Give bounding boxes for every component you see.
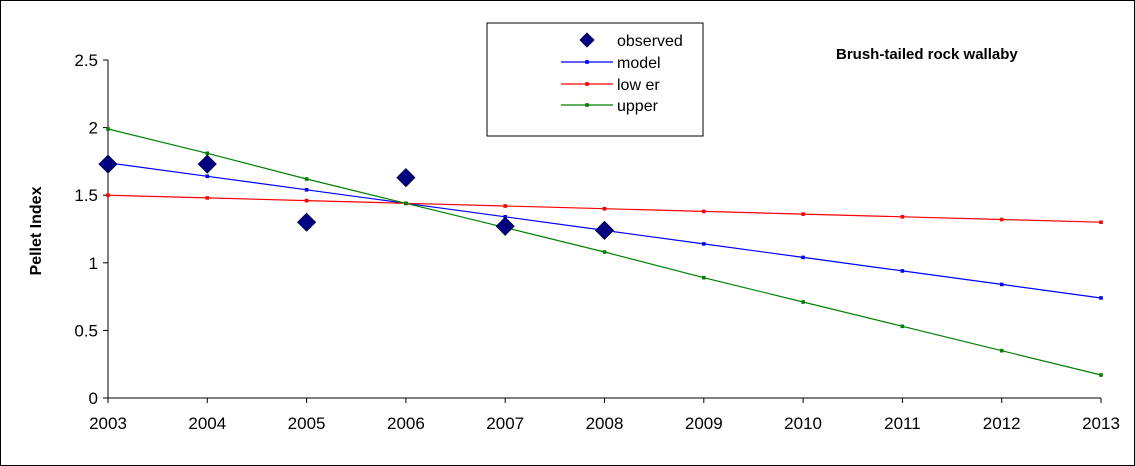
upper-point — [602, 250, 607, 254]
lower-point — [602, 206, 607, 211]
x-tick-label: 2008 — [586, 414, 624, 433]
x-tick-label: 2011 — [884, 414, 921, 433]
upper-point — [801, 300, 805, 304]
legend-label: observed — [617, 33, 683, 50]
model-point — [1099, 296, 1103, 300]
x-tick-label: 2004 — [188, 414, 226, 433]
lower-point — [503, 204, 507, 208]
lower-point — [702, 209, 706, 214]
chart-title: Brush-tailed rock wallaby — [836, 46, 1018, 63]
legend-label: low er — [617, 77, 660, 94]
series-lower — [106, 193, 1103, 225]
x-tick-label: 2013 — [1082, 414, 1120, 433]
series-layer — [98, 127, 1103, 377]
y-axis-label: Pellet Index — [28, 186, 45, 275]
model-point — [999, 282, 1004, 287]
model-point — [702, 242, 706, 246]
x-tick-label: 2012 — [983, 414, 1021, 433]
legend-marker — [585, 82, 589, 86]
legend-box — [486, 22, 704, 137]
upper-point — [404, 201, 408, 206]
model-point — [304, 187, 309, 192]
lower-point — [304, 198, 309, 203]
legend-label: upper — [617, 98, 659, 115]
lower-point — [106, 193, 110, 197]
y-tick-label: 2.5 — [74, 51, 98, 70]
upper-point — [999, 348, 1004, 353]
legend-marker — [585, 60, 589, 64]
y-tick-label: 1 — [89, 254, 98, 273]
legend-item-observed: observed — [579, 32, 683, 50]
observed-point — [297, 212, 317, 232]
series-upper — [106, 127, 1103, 377]
lower-point — [801, 212, 805, 216]
y-tick-label: 2 — [89, 119, 98, 138]
legend: observed model low er upper — [486, 22, 704, 137]
axes: 0 0.5 1 1.5 2 2.5 2003 2004 2005 2006 2007 2008 2009… — [74, 51, 1120, 433]
model-point — [801, 255, 805, 260]
legend-item-lower: low er — [561, 77, 660, 94]
legend-item-upper: upper — [561, 98, 659, 115]
upper-point — [702, 275, 706, 280]
lower-point — [205, 196, 210, 200]
model-point — [205, 174, 210, 179]
upper-point — [900, 324, 905, 329]
model-point — [900, 269, 905, 273]
x-tick-label: 2006 — [387, 414, 425, 433]
x-tick-label: 2007 — [486, 414, 524, 433]
upper-point — [1099, 373, 1103, 377]
observed-point — [197, 154, 217, 174]
upper-point — [106, 127, 110, 131]
legend-marker — [585, 103, 589, 107]
y-tick-label: 1.5 — [74, 186, 98, 205]
legend-marker — [579, 32, 595, 48]
observed-point — [594, 220, 615, 240]
x-tick-label: 2009 — [685, 414, 723, 433]
lower-point — [900, 215, 905, 219]
observed-point — [396, 168, 416, 188]
legend-label: model — [617, 55, 661, 72]
x-tick-label: 2010 — [784, 414, 822, 433]
series-observed — [98, 154, 615, 240]
y-tick-label: 0.5 — [74, 321, 98, 340]
lower-point — [1099, 220, 1103, 225]
upper-point — [205, 151, 210, 156]
observed-point — [495, 216, 515, 236]
observed-point — [98, 154, 118, 174]
y-tick-label: 0 — [89, 389, 98, 408]
upper-point — [304, 177, 309, 181]
x-tick-label: 2005 — [288, 414, 326, 433]
lower-point — [999, 217, 1004, 222]
legend-item-model: model — [561, 55, 661, 72]
x-tick-label: 2003 — [89, 414, 127, 433]
